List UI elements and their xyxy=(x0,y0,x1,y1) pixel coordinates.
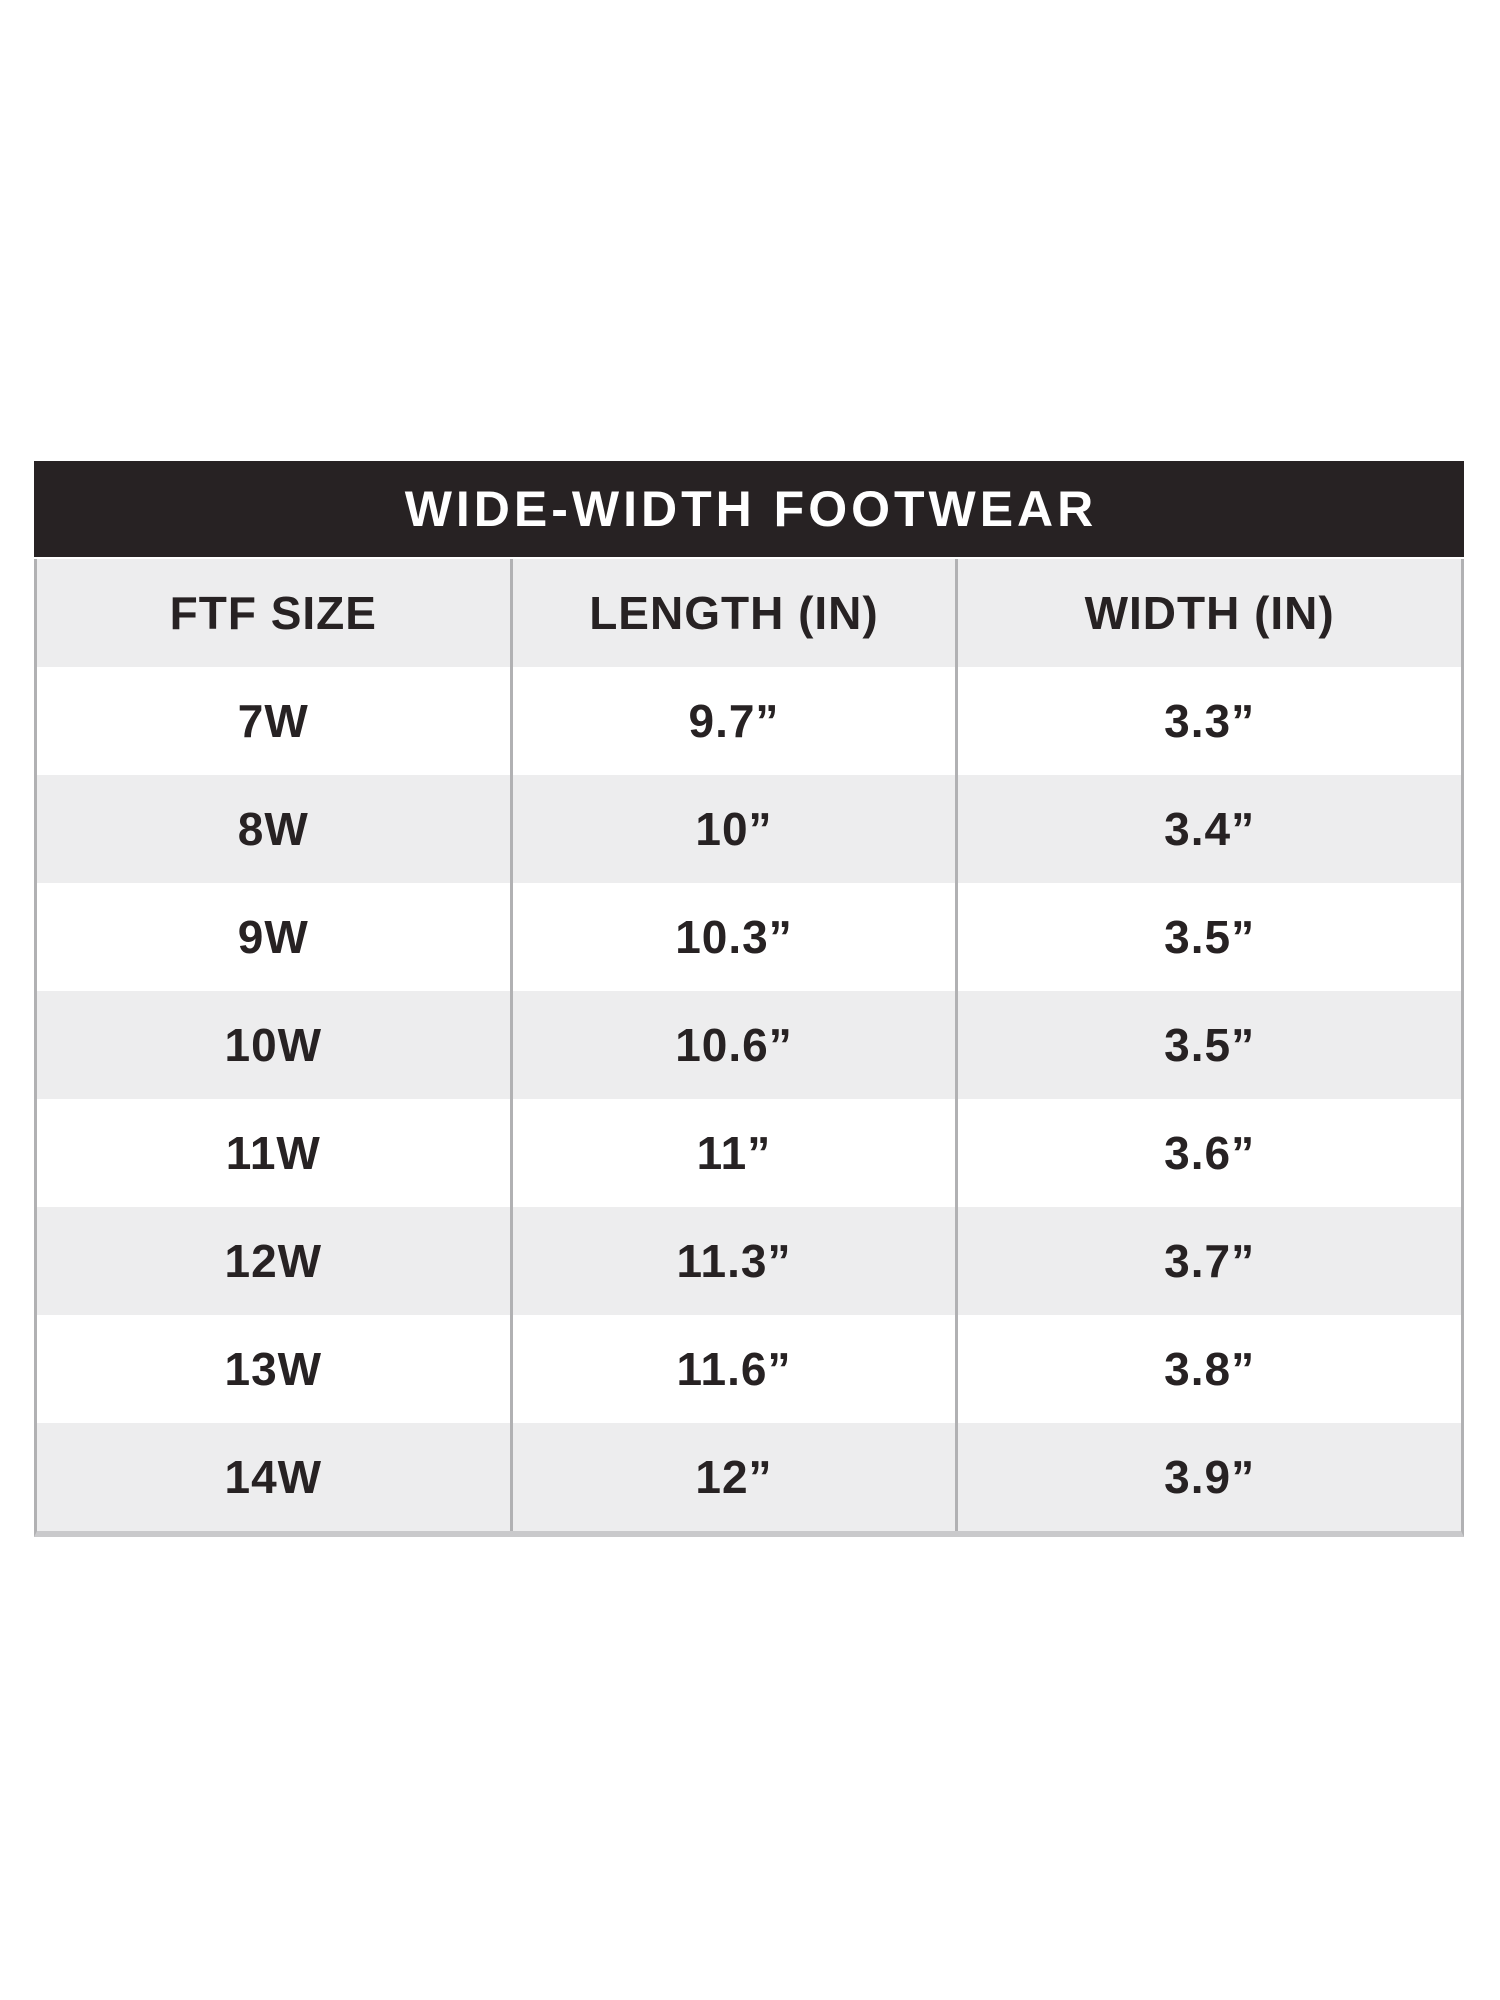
column-header-length: LENGTH (IN) xyxy=(513,559,959,667)
size-table: FTF SIZE LENGTH (IN) WIDTH (IN) 7W 9.7” … xyxy=(34,559,1464,1537)
table-row: 11W 11” 3.6” xyxy=(37,1099,1461,1207)
size-chart: WIDE-WIDTH FOOTWEAR FTF SIZE LENGTH (IN)… xyxy=(34,461,1464,1537)
size-cell: 12W xyxy=(37,1207,513,1315)
table-row: 10W 10.6” 3.5” xyxy=(37,991,1461,1099)
width-cell: 3.5” xyxy=(1164,911,1256,963)
width-cell: 3.4” xyxy=(1164,803,1256,855)
chart-title-bar: WIDE-WIDTH FOOTWEAR xyxy=(34,461,1464,557)
width-cell: 3.5” xyxy=(1164,1019,1256,1071)
length-cell: 11.3” xyxy=(513,1207,959,1315)
table-row: 12W 11.3” 3.7” xyxy=(37,1207,1461,1315)
width-cell: 3.6” xyxy=(1164,1127,1256,1179)
length-cell: 9.7” xyxy=(513,667,959,775)
size-cell: 7W xyxy=(37,667,513,775)
length-cell: 12” xyxy=(513,1423,959,1531)
size-cell: 14W xyxy=(37,1423,513,1531)
chart-title: WIDE-WIDTH FOOTWEAR xyxy=(404,481,1098,537)
size-cell: 13W xyxy=(37,1315,513,1423)
length-cell: 10.6” xyxy=(513,991,959,1099)
column-header-ftf-size: FTF SIZE xyxy=(37,559,513,667)
size-cell: 8W xyxy=(37,775,513,883)
table-row: 7W 9.7” 3.3” xyxy=(37,667,1461,775)
table-row: 13W 11.6” 3.8” xyxy=(37,1315,1461,1423)
column-header-width: WIDTH (IN) xyxy=(1084,587,1335,639)
size-cell: 11W xyxy=(37,1099,513,1207)
length-cell: 10” xyxy=(513,775,959,883)
table-header-row: FTF SIZE LENGTH (IN) WIDTH (IN) xyxy=(37,559,1461,667)
width-cell: 3.8” xyxy=(1164,1343,1256,1395)
width-cell: 3.3” xyxy=(1164,695,1256,747)
table-row: 14W 12” 3.9” xyxy=(37,1423,1461,1531)
table-row: 9W 10.3” 3.5” xyxy=(37,883,1461,991)
length-cell: 11” xyxy=(513,1099,959,1207)
width-cell: 3.7” xyxy=(1164,1235,1256,1287)
table-row: 8W 10” 3.4” xyxy=(37,775,1461,883)
width-cell: 3.9” xyxy=(1164,1451,1256,1503)
size-cell: 9W xyxy=(37,883,513,991)
size-cell: 10W xyxy=(37,991,513,1099)
length-cell: 10.3” xyxy=(513,883,959,991)
length-cell: 11.6” xyxy=(513,1315,959,1423)
